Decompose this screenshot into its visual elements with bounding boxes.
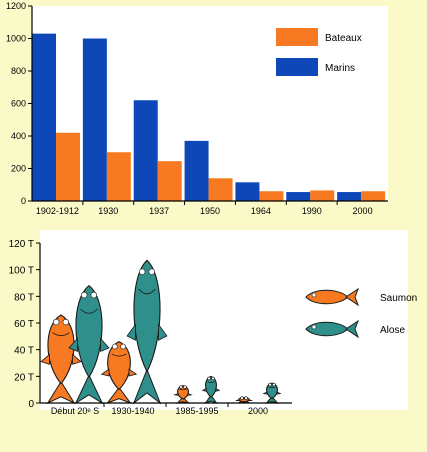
- alose-eye: [91, 292, 97, 298]
- bar-bateaux: [107, 152, 131, 201]
- bar-marins: [83, 39, 107, 202]
- x-tick-label: 1902-1912: [36, 206, 79, 216]
- x-tick-label: 1930: [98, 206, 118, 216]
- bar-bateaux: [361, 191, 385, 201]
- alose-eye: [149, 269, 155, 275]
- saumon-fin: [236, 400, 240, 401]
- saumon-eye: [184, 386, 187, 389]
- y-tick-label: 1000: [6, 34, 26, 44]
- saumon-eye: [112, 344, 117, 349]
- x-tick-label: 2000: [353, 206, 373, 216]
- y-tick-label: 200: [11, 164, 26, 174]
- legend-label-alose: Alose: [380, 325, 405, 336]
- saumon-body: [239, 398, 250, 402]
- bar-bateaux: [56, 133, 80, 201]
- alose-eye: [269, 383, 272, 386]
- y-tick-label: 0: [28, 399, 34, 410]
- alose-eye: [273, 383, 276, 386]
- saumon-eye: [180, 386, 183, 389]
- bar-marins: [286, 192, 310, 201]
- x-tick-label: 2000: [248, 406, 268, 416]
- x-tick-label: 1964: [251, 206, 271, 216]
- bar-bateaux: [158, 161, 182, 201]
- bar-bateaux: [259, 191, 283, 201]
- y-tick-label: 800: [11, 66, 26, 76]
- bar-bateaux: [209, 178, 233, 201]
- x-tick-label: 1990: [302, 206, 322, 216]
- y-tick-label: 40 T: [14, 346, 34, 357]
- bar-marins: [235, 182, 259, 201]
- legend-label-bateaux: Bateaux: [325, 33, 362, 44]
- alose-eye: [212, 377, 215, 380]
- saumon-eye: [245, 397, 248, 400]
- legend-label-saumon: Saumon: [380, 293, 417, 304]
- y-tick-label: 100 T: [9, 266, 34, 277]
- bar-bateaux: [310, 190, 334, 201]
- alose-eye: [81, 292, 87, 298]
- legend-swatch-marins: [276, 58, 318, 76]
- bar-marins: [337, 192, 361, 201]
- y-tick-label: 120 T: [9, 239, 34, 250]
- saumon-eye: [241, 397, 244, 400]
- legend-swatch-bateaux: [276, 28, 318, 46]
- saumon-eye: [63, 319, 69, 325]
- bar-marins: [32, 34, 56, 201]
- legend-fish-eye-saumon: [312, 293, 316, 297]
- saumon-eye: [121, 344, 126, 349]
- y-tick-label: 60 T: [14, 319, 34, 330]
- x-tick-label: 1930-1940: [111, 406, 154, 416]
- x-tick-label: 1985-1995: [175, 406, 218, 416]
- y-tick-label: 400: [11, 131, 26, 141]
- y-tick-label: 80 T: [14, 292, 34, 303]
- x-tick-label: 1950: [200, 206, 220, 216]
- saumon-eye: [53, 319, 59, 325]
- y-tick-label: 0: [21, 196, 26, 206]
- alose-eye: [139, 269, 145, 275]
- alose-eye: [208, 377, 211, 380]
- y-tick-label: 1200: [6, 1, 26, 11]
- y-tick-label: 600: [11, 99, 26, 109]
- x-tick-label: 1937: [149, 206, 169, 216]
- y-tick-label: 20 T: [14, 372, 34, 383]
- bar-marins: [134, 100, 158, 201]
- saumon-fin: [249, 400, 253, 401]
- legend-label-marins: Marins: [325, 63, 355, 74]
- legend-fish-eye-alose: [312, 325, 316, 329]
- bar-marins: [185, 141, 209, 201]
- x-tick-label: Début 20ᵉ S: [51, 406, 99, 416]
